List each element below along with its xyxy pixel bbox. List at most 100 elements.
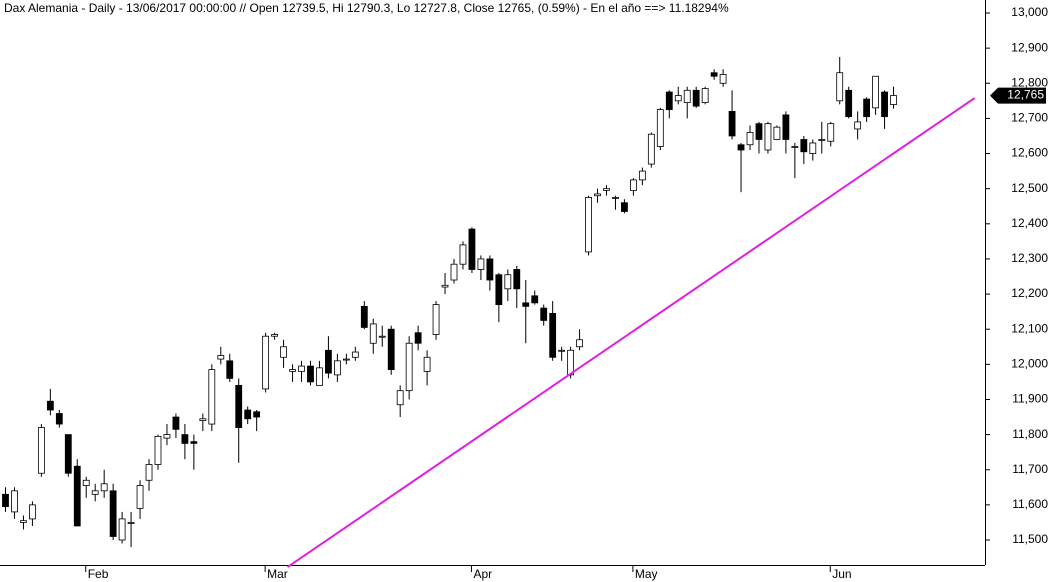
chart-title: Dax Alemania - Daily - 13/06/2017 00:00:…: [4, 1, 729, 15]
candle-body: [468, 228, 476, 270]
candle-body: [145, 464, 153, 481]
candle-body: [289, 369, 296, 372]
candle-body: [190, 441, 198, 444]
candle-body: [665, 91, 673, 111]
x-tick-label: May: [635, 567, 658, 581]
y-tick-label: 12,100: [1011, 321, 1048, 335]
candle-body: [109, 490, 117, 537]
candle-body: [262, 335, 270, 390]
candle-body: [29, 504, 36, 520]
x-tick-label: Jun: [832, 567, 851, 581]
candle-body: [181, 434, 189, 444]
candle-body: [73, 465, 81, 527]
candle-body: [522, 302, 530, 307]
candle-body: [253, 411, 261, 418]
y-tick-label: 12,700: [1011, 111, 1048, 125]
candle-body: [755, 123, 763, 140]
y-tick-label: 11,700: [1012, 462, 1048, 476]
candle-body: [342, 358, 350, 361]
candle-body: [890, 95, 897, 105]
candle-body: [710, 72, 718, 77]
candle-body: [369, 323, 377, 344]
candle-body: [387, 328, 395, 371]
y-tick-label: 12,300: [1011, 251, 1048, 265]
candle-body: [64, 434, 72, 474]
candle-body: [118, 518, 126, 541]
candle-body: [298, 365, 305, 372]
candle-body: [423, 356, 431, 372]
candle-body: [513, 269, 521, 290]
candle-body: [2, 493, 9, 508]
candle-body: [881, 91, 888, 118]
candle-body: [701, 88, 709, 103]
candle-body: [549, 312, 557, 358]
candle-body: [863, 98, 871, 118]
candle-body: [764, 123, 772, 151]
candle-body: [46, 400, 54, 411]
candle-body: [728, 110, 736, 137]
candle-body: [414, 332, 422, 344]
candle-body: [55, 413, 63, 425]
candle-body: [20, 520, 27, 523]
candle-body: [621, 202, 628, 212]
candle-body: [854, 121, 862, 130]
candle-body: [333, 360, 341, 376]
candle-body: [656, 109, 664, 147]
y-tick-label: 12,800: [1011, 75, 1048, 89]
candle-body: [540, 307, 548, 321]
candle-body: [154, 435, 162, 465]
candle-body: [630, 179, 637, 191]
candle-body: [172, 416, 180, 430]
y-tick-label: 11,500: [1012, 532, 1048, 546]
candle-body: [432, 304, 440, 335]
candle-body: [307, 365, 314, 383]
candle-body: [647, 133, 655, 165]
y-tick-label: 11,900: [1012, 392, 1048, 406]
candle-body: [558, 349, 566, 352]
candle-body: [827, 123, 835, 142]
candle-body: [405, 342, 413, 392]
candle-body: [217, 355, 225, 360]
candle-body: [674, 95, 682, 102]
last-price-label: 12,765: [1007, 88, 1044, 102]
candle-body: [82, 479, 90, 486]
y-tick-label: 13,000: [1011, 5, 1048, 19]
candle-body: [872, 75, 879, 109]
candle-body: [378, 335, 386, 338]
candle-body: [396, 390, 404, 406]
candle-body: [127, 522, 135, 524]
y-tick-label: 12,600: [1011, 146, 1048, 160]
candle-body: [791, 146, 799, 148]
y-tick-label: 12,000: [1011, 357, 1048, 371]
candle-body: [576, 339, 583, 348]
candle-body: [360, 305, 368, 328]
candle-body: [818, 139, 826, 141]
candle-body: [567, 349, 575, 376]
candle-body: [226, 360, 234, 379]
y-tick-label: 12,900: [1011, 40, 1048, 54]
y-tick-label: 11,600: [1012, 497, 1048, 511]
candle-body: [737, 144, 745, 151]
candle-body: [845, 89, 853, 118]
candle-body: [459, 244, 467, 265]
y-tick-label: 12,200: [1011, 286, 1048, 300]
candle-body: [136, 485, 144, 509]
candle-body: [100, 483, 108, 492]
candle-body: [585, 197, 592, 253]
candle-body: [280, 346, 287, 358]
candle-body: [244, 409, 252, 420]
candle-body: [271, 334, 279, 337]
candle-body: [351, 351, 359, 358]
candle-body: [477, 258, 485, 270]
candle-body: [11, 490, 18, 513]
candle-body: [719, 74, 727, 84]
candle-body: [800, 139, 808, 153]
candle-body: [208, 369, 216, 425]
candle-body: [495, 274, 503, 306]
candle-body: [692, 89, 700, 107]
candle-body: [836, 72, 844, 102]
candle-body: [612, 197, 619, 199]
candle-body: [504, 274, 512, 290]
